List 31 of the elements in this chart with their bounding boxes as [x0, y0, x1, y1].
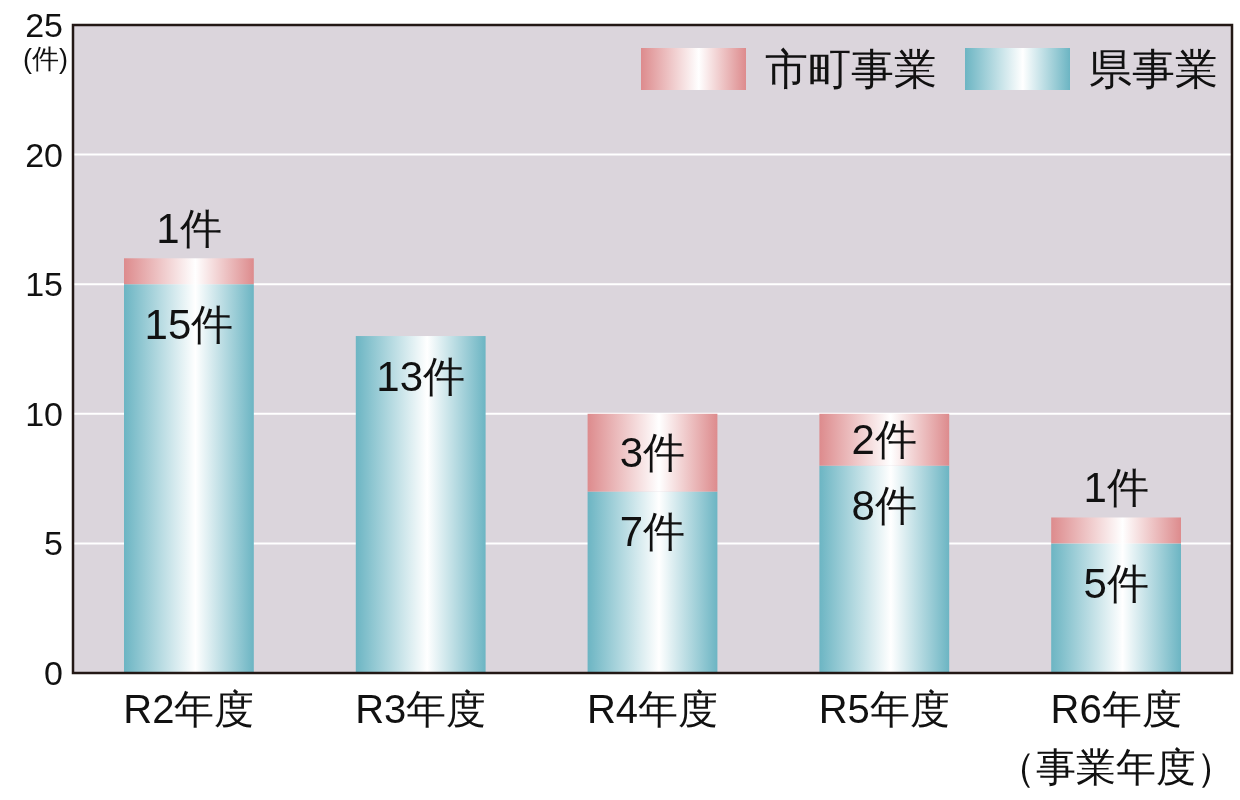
data-label: 15件: [144, 300, 234, 348]
bar: [124, 284, 254, 673]
y-tick-label: 5: [44, 524, 63, 563]
bar: [587, 491, 718, 673]
data-label: 1件: [156, 204, 222, 252]
y-tick-label: 0: [44, 654, 63, 692]
data-label: 7件: [619, 508, 686, 556]
bar: [124, 258, 254, 285]
x-tick-label: R6年度（事業年度）: [996, 687, 1237, 789]
x-tick-label: R5年度: [818, 687, 950, 731]
y-tick-label: 25: [25, 6, 63, 44]
bar: [1051, 517, 1182, 544]
data-label: 3件: [619, 429, 686, 477]
bar: [819, 465, 950, 673]
y-axis-title: (件): [23, 44, 68, 74]
data-label: 2件: [851, 416, 917, 464]
bar: [355, 336, 486, 673]
data-label: 8件: [851, 482, 917, 530]
x-tick-label: R2年度: [123, 687, 255, 731]
data-label: 5件: [1083, 559, 1149, 607]
data-label: 13件: [376, 352, 466, 400]
bar: [587, 413, 718, 492]
legend-label: 県事業: [1089, 45, 1218, 93]
x-tick-label: R4年度: [586, 687, 719, 731]
y-tick-label: 10: [25, 394, 63, 433]
x-tick-label: R3年度: [355, 687, 487, 731]
y-tick-label: 15: [25, 265, 63, 304]
y-tick-label: 20: [25, 135, 63, 174]
bar: [1051, 543, 1182, 673]
legend-label: 市町事業: [765, 45, 937, 93]
data-label: 1件: [1083, 463, 1149, 511]
